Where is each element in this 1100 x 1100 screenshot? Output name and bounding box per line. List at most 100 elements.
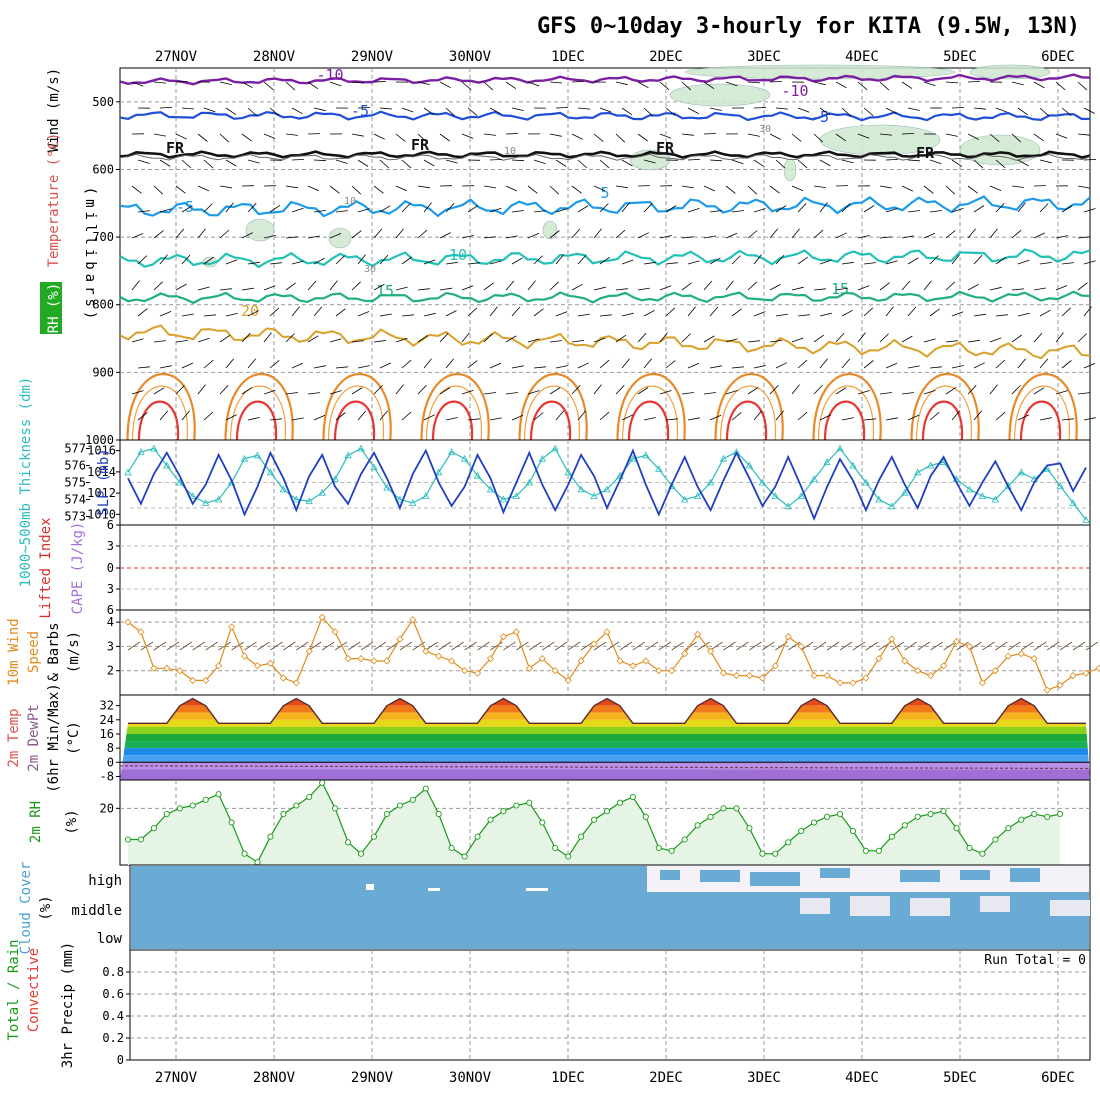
- wind-barb: [665, 418, 678, 421]
- wind-barb: [577, 362, 589, 369]
- wind-barb: [379, 254, 389, 265]
- wind-speed-point: [253, 662, 262, 670]
- wind-barb: [313, 107, 326, 112]
- thickness-tick-label: 576: [64, 459, 86, 473]
- wind-barb: [659, 332, 668, 343]
- wind-barb: [863, 360, 874, 369]
- surface-wind-barb: [813, 641, 827, 651]
- wind-speed-point: [875, 655, 883, 663]
- wind-speed-point: [266, 659, 274, 667]
- rh-point: [655, 844, 662, 852]
- cloud-cover-high-block: [820, 868, 850, 878]
- wind-speed-point: [940, 662, 948, 670]
- wind-barb: [153, 81, 166, 84]
- surface-wind-barb: [593, 641, 607, 651]
- wind-barb: [725, 232, 738, 239]
- wind-barb: [973, 362, 985, 369]
- wind10-label-2: Speed: [26, 631, 42, 673]
- temp2m-label-1: 2m Temp: [6, 708, 22, 767]
- wind-barb: [1083, 306, 1092, 317]
- surface-wind-barb: [205, 641, 218, 651]
- surface-wind-barb: [1059, 641, 1073, 651]
- wind-speed-point: [1082, 669, 1090, 677]
- wind-barb: [511, 306, 521, 317]
- thickness-point: [176, 478, 184, 486]
- precip-tick-label: 0.2: [102, 1031, 124, 1045]
- pressure-tick-label: 1000: [85, 433, 114, 447]
- wind-barb: [1077, 81, 1088, 91]
- wind-barb: [1011, 288, 1024, 291]
- lifted-index-tick-label: 6: [107, 518, 114, 532]
- diurnal-contour: [131, 385, 188, 441]
- wind-barb: [615, 185, 628, 189]
- wind-barb: [835, 133, 847, 142]
- temperature-contour: [119, 150, 1091, 159]
- wind-barb: [313, 306, 323, 317]
- wind-barb: [571, 185, 582, 194]
- wind-barb: [989, 228, 998, 239]
- wind-barb: [951, 410, 961, 421]
- thickness-tick-label: 574: [64, 493, 86, 507]
- thickness-point: [862, 478, 870, 486]
- wind-speed-point: [279, 674, 287, 682]
- wind-barb: [1011, 133, 1022, 143]
- rh-point: [345, 839, 352, 846]
- rh-point: [461, 853, 468, 860]
- rh-shading: [542, 220, 558, 240]
- rh-point: [746, 825, 753, 832]
- thickness-point: [693, 492, 702, 499]
- wind-speed-point: [978, 679, 986, 687]
- wind-barb: [571, 283, 583, 291]
- wind-barb: [313, 365, 326, 369]
- wind-barb: [159, 365, 172, 369]
- wind-barb: [885, 362, 898, 369]
- thickness-point: [266, 468, 275, 476]
- rh-shading: [245, 218, 275, 242]
- thickness-point: [214, 495, 223, 503]
- rh-point: [487, 816, 494, 823]
- rh-point: [720, 805, 727, 812]
- wind-barb: [307, 335, 319, 343]
- wind-barb: [247, 159, 260, 164]
- wind-barb: [175, 340, 188, 343]
- wind-barb: [929, 308, 940, 317]
- surface-wind-barb: [373, 641, 387, 651]
- wind-barb: [1039, 417, 1052, 421]
- wind-barb: [357, 365, 370, 369]
- wind-barb: [885, 107, 897, 114]
- wind-barb: [929, 255, 939, 265]
- wind-barb: [819, 312, 832, 317]
- wind-speed-point: [551, 667, 559, 675]
- thickness-point: [810, 475, 818, 482]
- slp-tick-label: 1010: [87, 507, 116, 521]
- wind-barb: [665, 360, 676, 369]
- wind-barb: [945, 81, 959, 84]
- wind-barb: [813, 334, 825, 343]
- wind-barb: [813, 229, 824, 239]
- cloud-level-label: middle: [71, 903, 122, 919]
- wind-barb: [901, 133, 915, 135]
- wind-barb: [401, 411, 412, 421]
- cloud-label-1: Cloud Cover: [18, 862, 34, 955]
- cloud-label-2: (%): [38, 895, 54, 920]
- wind-barb: [709, 365, 722, 369]
- diurnal-contour: [229, 385, 286, 441]
- wind-barb: [863, 418, 876, 421]
- diurnal-contour: [431, 400, 474, 441]
- surface-wind-barb: [1085, 641, 1099, 651]
- rh-point: [668, 847, 675, 854]
- precip-label-1: Total / Rain: [6, 939, 22, 1040]
- wind-barb: [285, 236, 298, 239]
- wind-barb: [335, 412, 346, 421]
- rh-point: [836, 810, 844, 818]
- wind-barb: [307, 185, 320, 192]
- wind-barb: [197, 286, 210, 291]
- wind-barb: [1017, 358, 1026, 369]
- date-label-bottom: 5DEC: [943, 1070, 977, 1086]
- wind-barb: [923, 338, 936, 343]
- wind-barb: [797, 256, 809, 265]
- contour-label: 10: [504, 146, 516, 157]
- wind-barb: [203, 359, 214, 369]
- wind-barb: [467, 307, 478, 317]
- date-label-top: 4DEC: [845, 49, 879, 65]
